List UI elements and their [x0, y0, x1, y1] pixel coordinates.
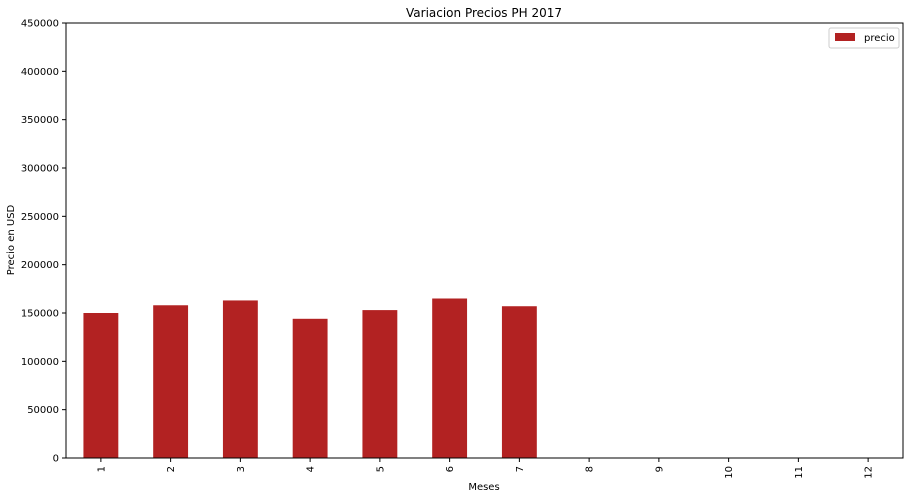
y-axis-title: Precio en USD [6, 204, 17, 275]
y-tick-label: 150000 [21, 309, 59, 320]
bar-month-7 [501, 306, 537, 458]
x-tick-label: 4 [306, 466, 317, 472]
x-tick-label: 2 [166, 466, 177, 472]
legend-swatch [835, 33, 855, 41]
y-tick-label: 350000 [21, 115, 59, 126]
bar-month-5 [362, 310, 398, 458]
x-tick-label: 9 [654, 466, 665, 472]
legend-label: precio [864, 33, 895, 44]
plot-frame [65, 22, 904, 459]
bar-month-3 [222, 300, 258, 458]
bar-month-2 [153, 305, 189, 458]
bars-layer [83, 298, 537, 458]
bar-month-1 [83, 313, 119, 458]
y-tick-label: 450000 [21, 19, 59, 30]
y-tick-label: 200000 [21, 260, 59, 271]
y-tick-label: 250000 [21, 212, 59, 223]
bar-month-4 [292, 318, 328, 458]
x-tick-label: 5 [375, 466, 386, 472]
x-tick-label: 7 [515, 466, 526, 472]
y-axis: 0 50000 100000 150000 200000 250000 300000 3500… [21, 19, 66, 465]
x-tick-label: 10 [724, 466, 735, 479]
y-tick-label: 400000 [21, 67, 59, 78]
x-axis: 1 2 3 4 5 6 7 8 9 10 11 12 [96, 458, 875, 479]
y-tick-label: 0 [53, 454, 59, 465]
x-tick-label: 6 [445, 466, 456, 472]
legend: precio [828, 27, 900, 49]
y-tick-label: 300000 [21, 164, 59, 175]
x-tick-label: 3 [236, 466, 247, 472]
x-tick-label: 11 [794, 466, 805, 479]
x-tick-label: 12 [864, 466, 875, 479]
x-tick-label: 1 [96, 466, 107, 472]
x-axis-title: Meses [468, 482, 499, 493]
y-tick-label: 100000 [21, 357, 59, 368]
x-tick-label: 8 [585, 466, 596, 472]
bar-month-6 [432, 298, 468, 458]
y-tick-label: 50000 [27, 405, 59, 416]
chart-title: Variacion Precios PH 2017 [406, 6, 562, 20]
